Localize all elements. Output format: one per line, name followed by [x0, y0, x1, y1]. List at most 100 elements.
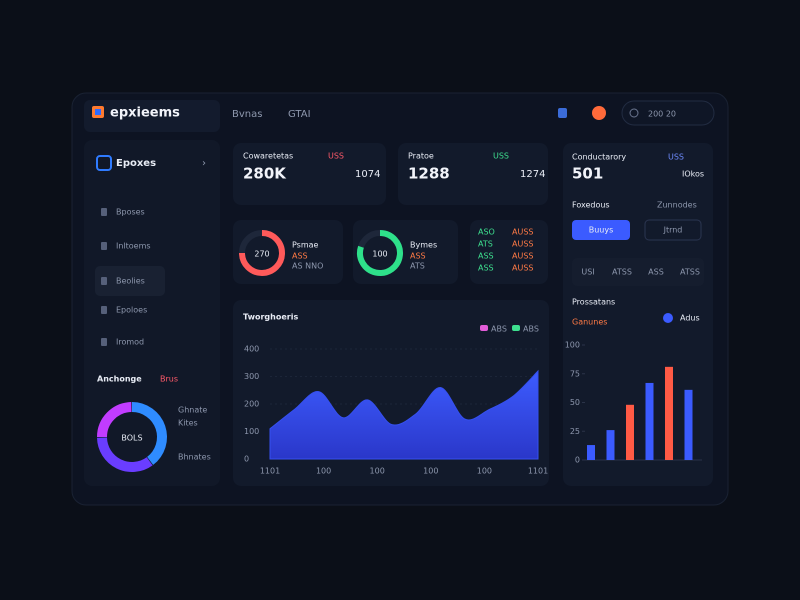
ring-progress — [239, 230, 285, 276]
panel-side: IOkos — [682, 170, 704, 179]
button-label: Buuys — [589, 226, 614, 235]
legend-entry: Bhnates — [178, 453, 211, 462]
donut-segment — [97, 437, 153, 472]
legend-entry: ABS — [491, 325, 507, 334]
y-tick-label: 75 — [570, 369, 580, 378]
list-cell: AUSS — [512, 228, 533, 237]
ring-card — [233, 220, 343, 284]
tab: USI — [581, 268, 594, 277]
chart-title: Prossatans — [572, 298, 615, 307]
x-tick-label: 100 — [423, 467, 438, 476]
list-cell: ASS — [478, 264, 494, 273]
donut-title: Anchonge — [97, 375, 142, 384]
logo-inner — [95, 109, 101, 115]
sidebar-item: Beolies — [116, 277, 145, 286]
bar — [665, 366, 673, 460]
tab: ATSS — [612, 268, 632, 277]
list-cell: ASO — [478, 228, 495, 237]
y-tick-label: 0 — [244, 455, 249, 464]
active-item — [95, 266, 165, 296]
nav-tab: Bvnas — [232, 109, 262, 120]
icon[interactable] — [558, 108, 567, 118]
brand-box — [84, 100, 220, 132]
x-tick-label: 1101 — [260, 467, 280, 476]
donut-segment — [131, 402, 167, 465]
sidebar-title: Epoxes — [116, 158, 156, 169]
tabs-row — [572, 258, 704, 286]
tab: ATSS — [680, 268, 700, 277]
button[interactable] — [572, 220, 630, 240]
ring-progress — [357, 230, 403, 276]
sidebar-item: Iromod — [116, 338, 144, 347]
bar — [606, 430, 615, 460]
ring-title: Psmae — [292, 241, 319, 250]
stat-label: Pratoe — [408, 152, 434, 161]
y-tick-label: 400 — [244, 345, 259, 354]
panel-value: 501 — [572, 165, 603, 183]
ring-line: AS NNO — [292, 262, 323, 271]
ring-card — [353, 220, 458, 284]
bar — [645, 382, 654, 460]
ring-line: ASS — [410, 252, 426, 261]
avatar[interactable] — [592, 106, 606, 120]
stat-label: Cowaretetas — [243, 152, 293, 161]
y-tick-label: 50 — [570, 398, 580, 407]
panel-sub: Foxedous — [572, 201, 610, 210]
ring-line: ATS — [410, 262, 425, 271]
list-cell: AUSS — [512, 252, 533, 261]
stat-tag: USS — [328, 152, 344, 161]
item-icon — [101, 242, 107, 250]
bar — [626, 404, 634, 460]
list-cell: AUSS — [512, 240, 533, 249]
y-tick-label: 0 — [575, 456, 580, 465]
sidebar-icon — [96, 155, 112, 171]
button[interactable] — [644, 219, 702, 241]
legend-entry: ABS — [523, 325, 539, 334]
brand: epxieems — [110, 106, 180, 121]
area — [269, 369, 539, 460]
search-icon — [629, 108, 639, 118]
sidebar — [84, 140, 220, 486]
y-tick-label: 100 — [565, 341, 580, 350]
ring-line: ASS — [292, 252, 308, 261]
item-icon — [101, 277, 107, 285]
stat-card — [398, 143, 548, 205]
sidebar-item: Bposes — [116, 208, 145, 217]
x-tick-label: 100 — [316, 467, 331, 476]
list-cell: ASS — [478, 252, 494, 261]
y-tick-label: 100 — [244, 427, 259, 436]
y-tick-label: 25 — [570, 427, 580, 436]
nav-tab: GTAI — [288, 109, 311, 120]
sidebar-item: Inltoems — [116, 242, 151, 251]
panel-sub-tag: Zunnodes — [657, 201, 697, 210]
stat-tag: USS — [493, 152, 509, 161]
list-cell: ATS — [478, 240, 493, 249]
ring-center: 270 — [254, 250, 269, 259]
donut-center: BOLS — [121, 434, 142, 443]
donut-segment — [97, 402, 132, 438]
ring-center: 100 — [372, 250, 387, 259]
search-box[interactable] — [621, 100, 715, 126]
legend-entry: Ghnate — [178, 406, 207, 415]
stat-value: 280K — [243, 165, 287, 183]
bar — [587, 445, 595, 460]
tab: ASS — [648, 268, 664, 277]
legend-dot — [663, 313, 673, 323]
stat-side: 1274 — [520, 169, 545, 180]
y-tick-label: 300 — [244, 372, 259, 381]
stat-value: 1288 — [408, 165, 450, 183]
legend-swatch — [512, 325, 520, 331]
item-icon — [101, 208, 107, 216]
x-tick-label: 100 — [477, 467, 492, 476]
list-cell: AUSS — [512, 264, 533, 273]
search-text: 200 20 — [648, 110, 676, 119]
chart-title: Tworghoeris — [243, 313, 298, 322]
legend-swatch — [480, 325, 488, 331]
chevron[interactable]: › — [202, 158, 206, 169]
panel-title: Conductarory — [572, 153, 626, 162]
x-tick-label: 100 — [370, 467, 385, 476]
chart-tag: Ganunes — [572, 318, 607, 327]
button-label: Jtrnd — [663, 226, 683, 235]
